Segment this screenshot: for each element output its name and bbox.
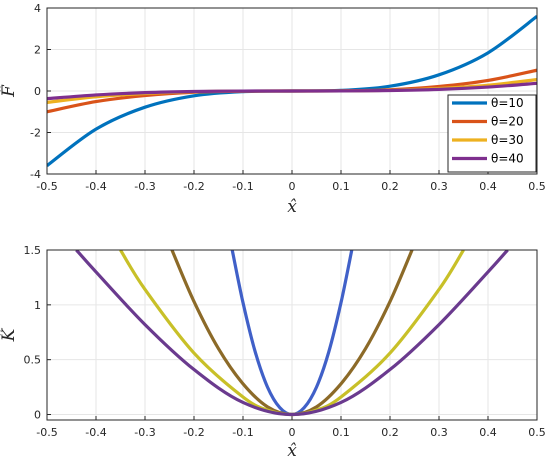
bottom-x-tick-label: 0.1	[332, 426, 350, 439]
legend-items: θ=10 θ=20 θ=30 θ=40	[452, 96, 524, 166]
bottom-x-axis-label: x̂	[287, 441, 297, 461]
top-y-tick-label: 4	[34, 2, 41, 15]
top-y-tick-label: 0	[34, 85, 41, 98]
bottom-y-axis-label: K̂	[0, 327, 19, 342]
top-x-tick-label: 0.3	[430, 180, 448, 193]
bottom-series-line-4	[75, 250, 509, 417]
bottom-x-tick-label: 0	[289, 426, 296, 439]
top-x-tick-label: 0.5	[528, 180, 546, 193]
bottom-x-tick-label: 0.5	[528, 426, 546, 439]
bottom-y-tick-label: 1.5	[24, 244, 42, 257]
top-x-tick-labels: -0.5 -0.4 -0.3 -0.2 -0.1 0 0.1 0.2 0.3 0.4 0.5	[36, 180, 545, 193]
top-chart: -0.5 -0.4 -0.3 -0.2 -0.1 0 0.1 0.2 0.3 0.4 0.5 -4-…	[0, 2, 546, 217]
bottom-x-tick-labels: -0.5 -0.4 -0.3 -0.2 -0.1 0 0.1 0.2 0.3 0.4 0.5	[36, 426, 545, 439]
top-y-tick-labels: -4 -2 0 2 4	[30, 2, 41, 181]
bottom-y-tick-label: 1	[34, 299, 41, 312]
legend-label: θ=30	[491, 133, 524, 147]
top-x-tick-label: 0	[289, 180, 296, 193]
bottom-x-tick-label: 0.2	[381, 426, 399, 439]
legend-label: θ=20	[491, 115, 524, 129]
top-x-tick-label: -0.5	[36, 180, 57, 193]
bottom-x-tick-label: -0.3	[134, 426, 155, 439]
top-y-tick-label: -4	[30, 168, 41, 181]
top-y-tick-label: 2	[34, 44, 41, 57]
top-x-tick-label: 0.2	[381, 180, 399, 193]
top-x-tick-label: -0.3	[134, 180, 155, 193]
top-series-line-4	[47, 81, 537, 101]
bottom-x-tick-label: -0.1	[232, 426, 253, 439]
top-x-axis-label: x̂	[287, 197, 297, 217]
bottom-x-tick-label: 0.4	[479, 426, 497, 439]
legend-label: θ=40	[491, 152, 524, 166]
bottom-series-group	[75, 250, 509, 417]
legend: θ=10 θ=20 θ=30 θ=40	[447, 94, 537, 173]
bottom-x-tick-label: -0.2	[183, 426, 204, 439]
legend-label: θ=10	[491, 96, 524, 110]
top-x-tick-label: 0.1	[332, 180, 350, 193]
top-x-tick-label: -0.2	[183, 180, 204, 193]
bottom-y-tick-label: 0	[34, 409, 41, 422]
bottom-y-tick-label: 0.5	[24, 354, 42, 367]
bottom-x-tick-label: -0.4	[85, 426, 106, 439]
top-series-group	[47, 15, 537, 167]
bottom-chart: -0.5 -0.4 -0.3 -0.2 -0.1 0 0.1 0.2 0.3 0.4 0.5 0 0.…	[0, 244, 546, 461]
top-x-tick-label: -0.1	[232, 180, 253, 193]
top-x-tick-label: -0.4	[85, 180, 106, 193]
top-axes-frame	[46, 7, 538, 175]
top-y-axis-label: F̂	[0, 84, 19, 98]
bottom-x-tick-label: 0.3	[430, 426, 448, 439]
bottom-y-tick-labels: 0 0.5 1 1.5	[24, 244, 42, 422]
bottom-axes-frame	[46, 249, 538, 421]
top-y-tick-label: -2	[30, 127, 41, 140]
bottom-x-tick-label: -0.5	[36, 426, 57, 439]
top-x-tick-label: 0.4	[479, 180, 497, 193]
